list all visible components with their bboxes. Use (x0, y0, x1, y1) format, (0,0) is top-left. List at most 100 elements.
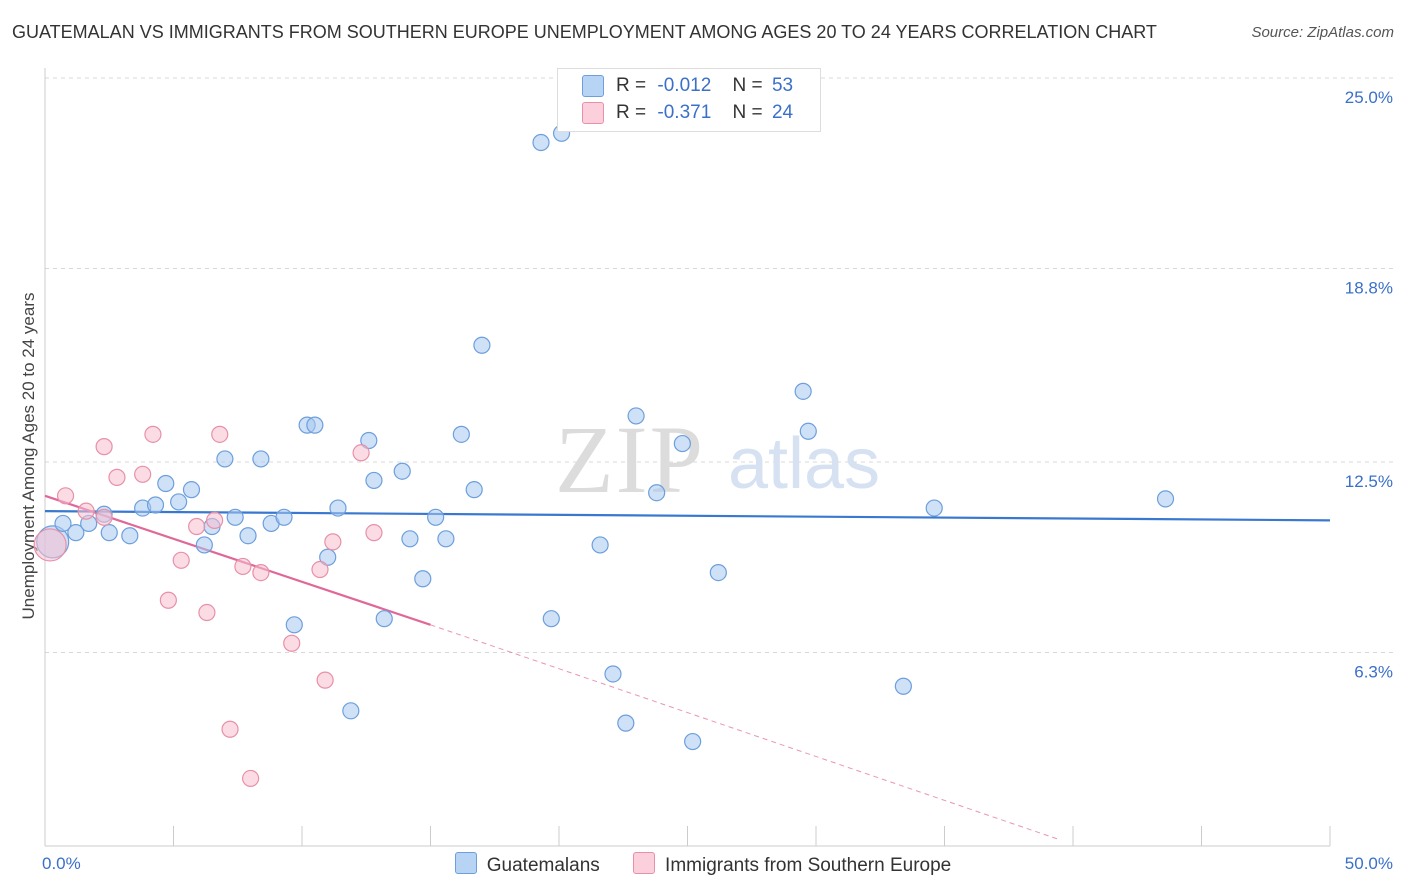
legend-r-label: R = (616, 102, 647, 124)
point-guatemalans (627, 407, 645, 425)
point-guatemalans (365, 471, 383, 490)
point-guatemalans (452, 425, 470, 443)
point-guatemalans (239, 527, 257, 545)
point-guatemalans (465, 481, 483, 499)
point-southern-europe (95, 508, 113, 526)
point-guatemalans (275, 508, 293, 526)
legend-label: Immigrants from Southern Europe (665, 855, 952, 876)
legend-n-label: N = (732, 102, 763, 124)
legend-item-southern-europe[interactable]: Immigrants from Southern Europe (633, 852, 951, 877)
point-guatemalans (673, 434, 691, 453)
point-southern-europe (311, 560, 329, 579)
legend-n-value: 24 (771, 102, 794, 124)
point-guatemalans (67, 524, 85, 542)
point-guatemalans (794, 382, 812, 400)
trend-lines (44, 494, 1331, 841)
point-southern-europe (206, 511, 224, 529)
point-southern-europe (108, 468, 126, 486)
legend-r-label: R = (616, 75, 647, 97)
chart-title: GUATEMALAN VS IMMIGRANTS FROM SOUTHERN E… (12, 22, 1157, 42)
point-southern-europe (352, 444, 370, 462)
series-legend: Guatemalans Immigrants from Southern Eur… (0, 852, 1406, 877)
data-points (33, 124, 1175, 788)
y-tick-label: 12.5% (1345, 472, 1393, 491)
legend-swatch-pink (582, 102, 604, 124)
y-tick-label: 6.3% (1354, 662, 1393, 681)
point-southern-europe (242, 769, 260, 788)
tick-labels: 6.3% 12.5% 18.8% 25.0% 0.0% 50.0% (42, 88, 1393, 873)
legend-swatch-blue (582, 75, 604, 97)
point-guatemalans (591, 536, 609, 554)
point-southern-europe (316, 671, 334, 689)
point-guatemalans (319, 548, 337, 566)
point-guatemalans (182, 481, 201, 499)
point-guatemalans (375, 610, 393, 628)
legend-n-value: 53 (771, 75, 794, 97)
trend-line-southern-europe-extension (430, 624, 1061, 841)
trend-line-guatemalans (44, 510, 1331, 522)
point-guatemalans (925, 499, 943, 517)
point-guatemalans (437, 530, 455, 548)
legend-r-value: -0.371 (657, 102, 712, 124)
point-southern-europe (56, 487, 75, 505)
point-guatemalans (170, 493, 188, 511)
point-southern-europe (159, 591, 177, 609)
point-southern-europe (172, 551, 190, 569)
point-guatemalans (709, 563, 727, 582)
point-southern-europe (188, 517, 206, 536)
y-tick-label: 18.8% (1345, 278, 1393, 297)
point-southern-europe (365, 524, 383, 542)
legend-row-southern-europe: R = -0.371 N = 24 (582, 102, 794, 126)
watermark: ZIP atlas (555, 406, 880, 513)
point-guatemalans (54, 514, 72, 533)
point-guatemalans (216, 450, 234, 468)
legend-swatch-blue (454, 852, 477, 874)
point-guatemalans (401, 530, 419, 548)
point-guatemalans (252, 450, 270, 468)
point-guatemalans (306, 416, 324, 434)
point-guatemalans (393, 462, 411, 480)
point-southern-europe (324, 533, 342, 551)
point-southern-europe (77, 502, 95, 520)
point-southern-europe (95, 438, 113, 456)
legend-label: Guatemalans (486, 855, 600, 876)
point-southern-europe (211, 425, 229, 443)
point-guatemalans (121, 527, 139, 545)
legend-row-guatemalans: R = -0.012 N = 53 (582, 75, 794, 99)
point-guatemalans (146, 496, 165, 514)
legend-r-value: -0.012 (657, 75, 712, 97)
point-southern-europe (234, 557, 252, 576)
point-guatemalans (329, 499, 347, 517)
watermark-zip: ZIP (555, 406, 705, 513)
point-guatemalans (226, 508, 244, 526)
legend-item-guatemalans[interactable]: Guatemalans (454, 852, 600, 877)
legend-n-label: N = (732, 75, 763, 97)
point-guatemalans (617, 714, 635, 732)
point-guatemalans (360, 431, 378, 450)
point-guatemalans (100, 524, 118, 542)
point-guatemalans (342, 702, 360, 720)
point-southern-europe (144, 425, 162, 443)
point-southern-europe (252, 563, 270, 582)
point-guatemalans (799, 422, 817, 440)
point-guatemalans (542, 610, 560, 628)
source-label: Source: ZipAtlas.com (1251, 24, 1394, 41)
point-southern-europe (198, 603, 216, 622)
axes (44, 68, 1331, 847)
point-southern-europe (33, 528, 67, 562)
legend-swatch-pink (633, 852, 656, 874)
correlation-legend: R = -0.012 N = 53 R = -0.371 N = 24 (557, 68, 821, 132)
x-tick-label: 50.0% (1345, 854, 1393, 873)
point-guatemalans (894, 677, 912, 695)
x-tick-label: 0.0% (42, 854, 81, 873)
point-southern-europe (283, 634, 301, 652)
point-guatemalans (1156, 490, 1175, 508)
point-guatemalans (684, 732, 702, 751)
point-guatemalans (157, 474, 175, 493)
point-southern-europe (221, 720, 239, 738)
point-guatemalans (532, 133, 550, 152)
point-guatemalans (648, 484, 666, 502)
point-guatemalans (285, 616, 303, 634)
y-tick-label: 25.0% (1345, 88, 1393, 107)
